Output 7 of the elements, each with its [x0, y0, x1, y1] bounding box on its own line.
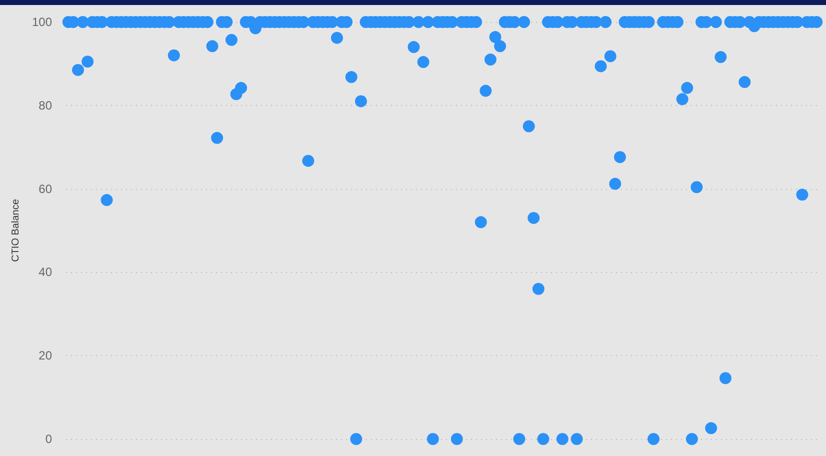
y-tick-label: 0 — [45, 432, 52, 446]
y-axis-title: CTIO Balance — [10, 198, 22, 262]
y-tick-label: 100 — [32, 15, 52, 29]
y-tick-label: 80 — [38, 98, 52, 112]
y-tick-label: 40 — [38, 265, 52, 280]
y-tick-label: 60 — [38, 182, 52, 196]
y-tick-label: 20 — [38, 348, 52, 363]
